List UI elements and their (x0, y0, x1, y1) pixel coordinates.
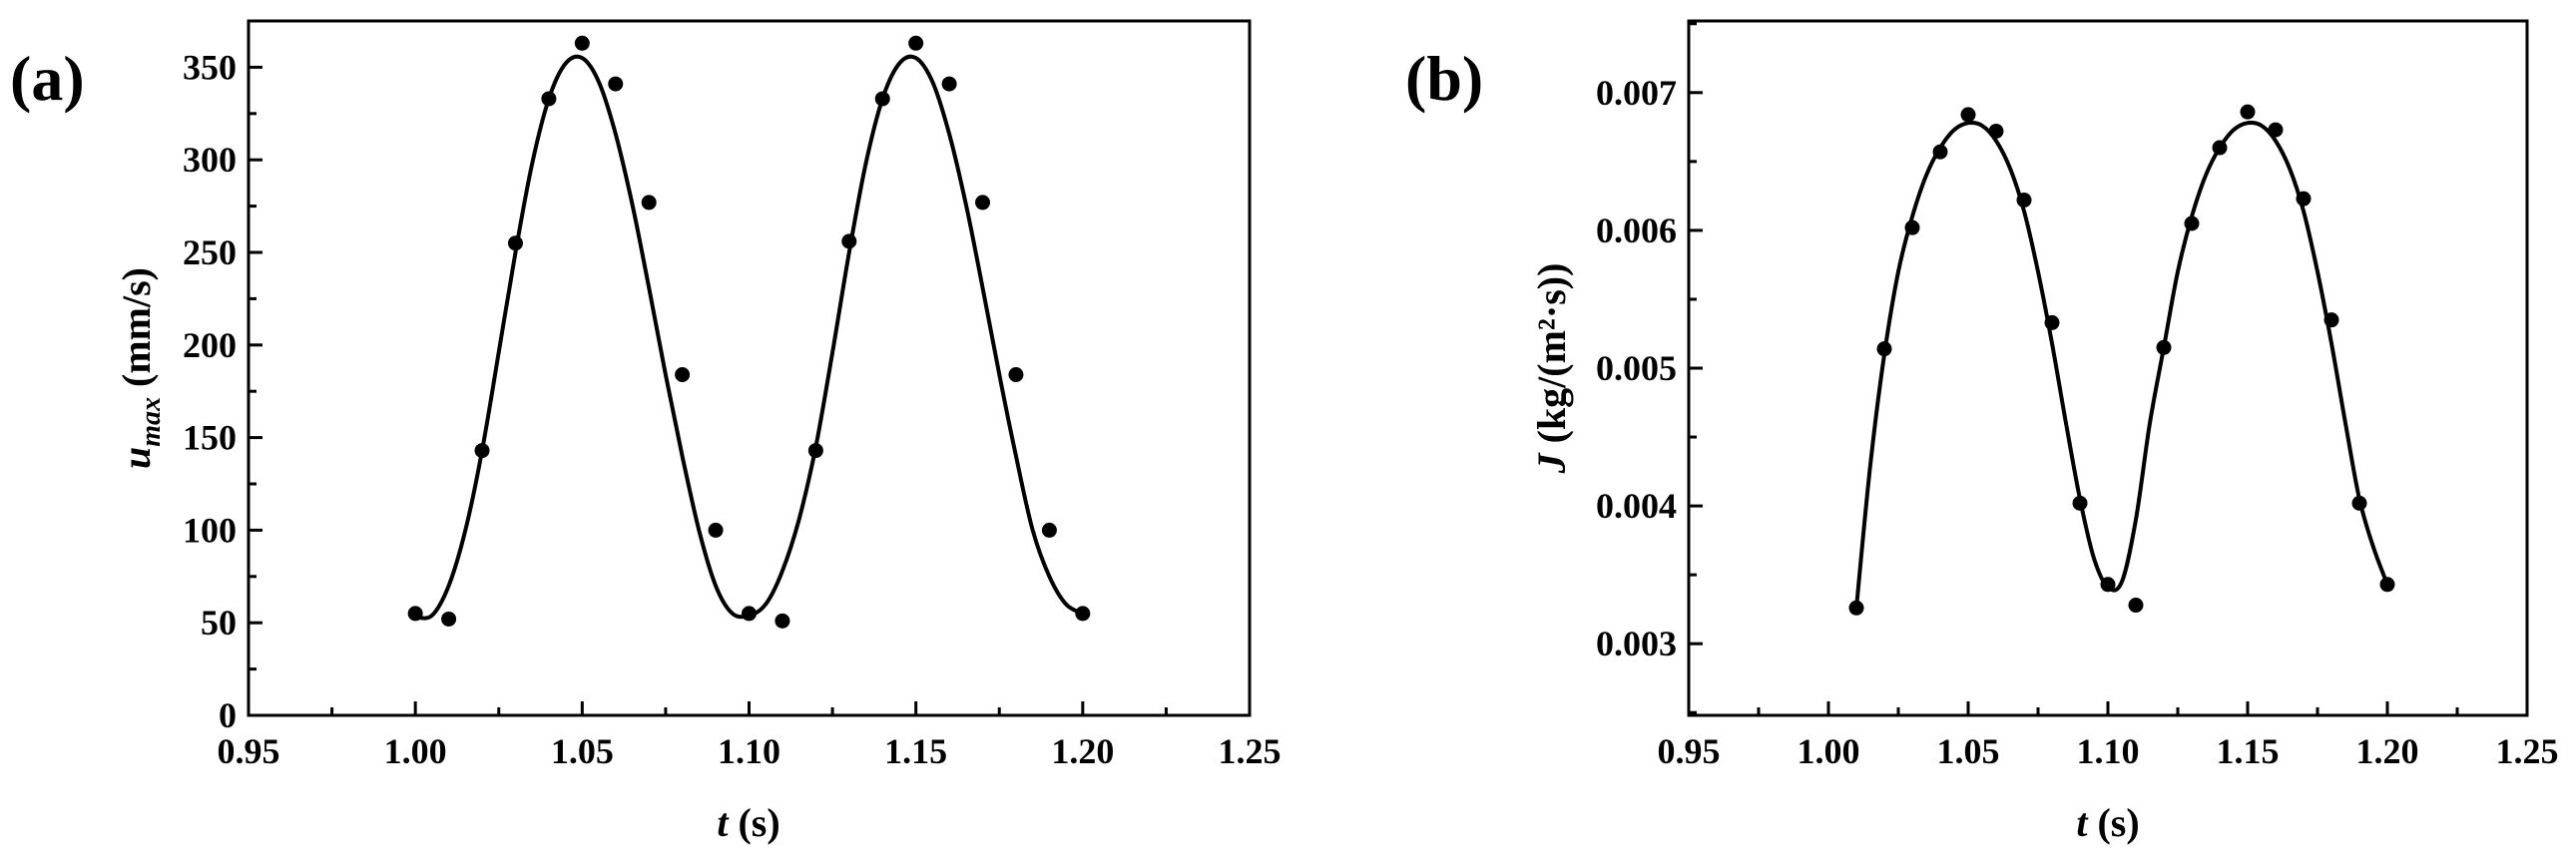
data-point-a (807, 443, 823, 459)
y-tick-label-b: 0.007 (1596, 73, 1677, 113)
y-tick-label-a: 150 (183, 418, 237, 458)
chart-panel-a: (a) 0.95 1.00 1.05 1.10 1.15 1.20 1.25 0 50 100 1… (10, 19, 1282, 845)
y-tick-label-a: 50 (201, 603, 237, 643)
y-tick-label-b: 0.004 (1596, 486, 1677, 526)
x-tick-label-b: 1.00 (1798, 731, 1860, 771)
y-axis-label-b: J (kg/(m²·s)) (1529, 263, 1574, 475)
y-tick-label-a: 350 (183, 47, 237, 87)
y-tick-label-a: 300 (183, 140, 237, 180)
data-point-b (1932, 144, 1948, 160)
data-point-b (2379, 577, 2395, 593)
y-axis-b: 0.003 0.004 0.005 0.006 0.007 (1596, 22, 1703, 714)
data-point-b (2212, 140, 2228, 156)
x-tick-label-a: 0.95 (218, 731, 280, 771)
x-tick-label-a: 1.00 (384, 731, 447, 771)
data-point-a (407, 606, 423, 622)
y-tick-label-b: 0.005 (1596, 348, 1677, 388)
x-axis-label-b: t (s) (2076, 800, 2139, 845)
data-point-a (774, 613, 790, 629)
y-tick-label-a: 100 (183, 510, 237, 550)
y-tick-label-a: 250 (183, 232, 237, 272)
data-point-a (941, 76, 957, 92)
data-point-a (441, 611, 457, 627)
x-tick-label-b: 0.95 (1658, 731, 1721, 771)
x-tick-label-a: 1.05 (551, 731, 614, 771)
x-tick-label-b: 1.20 (2356, 731, 2419, 771)
data-point-b (1988, 123, 2004, 139)
data-point-b (1876, 341, 1892, 357)
y-tick-label-a: 200 (183, 325, 237, 365)
data-point-a (975, 195, 991, 211)
data-points-a (407, 35, 1091, 629)
data-point-a (675, 366, 691, 382)
x-tick-label-a: 1.20 (1051, 731, 1114, 771)
data-point-a (708, 522, 724, 538)
y-tick-label-b: 0.006 (1596, 211, 1677, 250)
y-tick-label-a: 0 (219, 695, 237, 735)
data-point-b (1904, 219, 1920, 235)
data-point-b (2240, 104, 2256, 120)
data-point-b (2268, 122, 2284, 138)
data-point-b (2184, 216, 2200, 231)
data-point-b (2296, 191, 2312, 207)
data-point-a (574, 35, 590, 51)
x-tick-label-b: 1.05 (1937, 731, 2000, 771)
data-point-b (1848, 600, 1864, 616)
x-axis-label-a: t (s) (717, 800, 779, 845)
panel-label-b: (b) (1405, 43, 1483, 114)
data-point-a (908, 35, 924, 51)
chart-panel-b: (b) 0.95 1.00 1.05 1.10 1.15 1.20 1.25 0.0030.… (1405, 19, 2559, 845)
data-points-b (1848, 104, 2395, 616)
data-point-b (2072, 495, 2088, 511)
data-point-a (874, 91, 890, 107)
data-point-b (2156, 339, 2172, 355)
data-point-b (2100, 577, 2116, 593)
data-point-a (541, 91, 557, 107)
data-point-a (742, 606, 757, 622)
data-point-a (608, 76, 624, 92)
data-point-a (1041, 522, 1057, 538)
x-tick-label-a: 1.15 (884, 731, 947, 771)
data-point-b (1960, 107, 1976, 123)
x-tick-label-b: 1.10 (2077, 731, 2140, 771)
data-point-b (2016, 193, 2032, 209)
x-tick-label-b: 1.15 (2217, 731, 2280, 771)
data-point-a (1075, 606, 1091, 622)
x-tick-label-b: 1.25 (2496, 731, 2559, 771)
x-tick-label-a: 1.25 (1219, 731, 1282, 771)
plot-frame-b (1687, 19, 2529, 717)
x-axis-b: 0.95 1.00 1.05 1.10 1.15 1.20 1.25 (1658, 701, 2559, 771)
x-tick-label-a: 1.10 (718, 731, 780, 771)
data-point-a (1008, 366, 1024, 382)
data-point-b (2044, 314, 2060, 330)
data-point-b (2351, 495, 2367, 511)
data-point-a (507, 235, 523, 251)
y-tick-label-b: 0.003 (1596, 624, 1677, 663)
data-point-a (641, 195, 657, 211)
data-point-b (2323, 312, 2339, 328)
y-axis-a: 0 50 100 150 200 250 300 350 (183, 47, 262, 735)
y-axis-label-a: umax (mm/s) (114, 267, 167, 469)
x-axis-a: 0.95 1.00 1.05 1.10 1.15 1.20 1.25 (218, 701, 1282, 771)
fit-curve-a (414, 54, 1084, 621)
data-point-b (2128, 598, 2144, 614)
data-point-a (474, 443, 490, 459)
panel-label-a: (a) (10, 43, 85, 114)
data-point-a (841, 233, 857, 249)
